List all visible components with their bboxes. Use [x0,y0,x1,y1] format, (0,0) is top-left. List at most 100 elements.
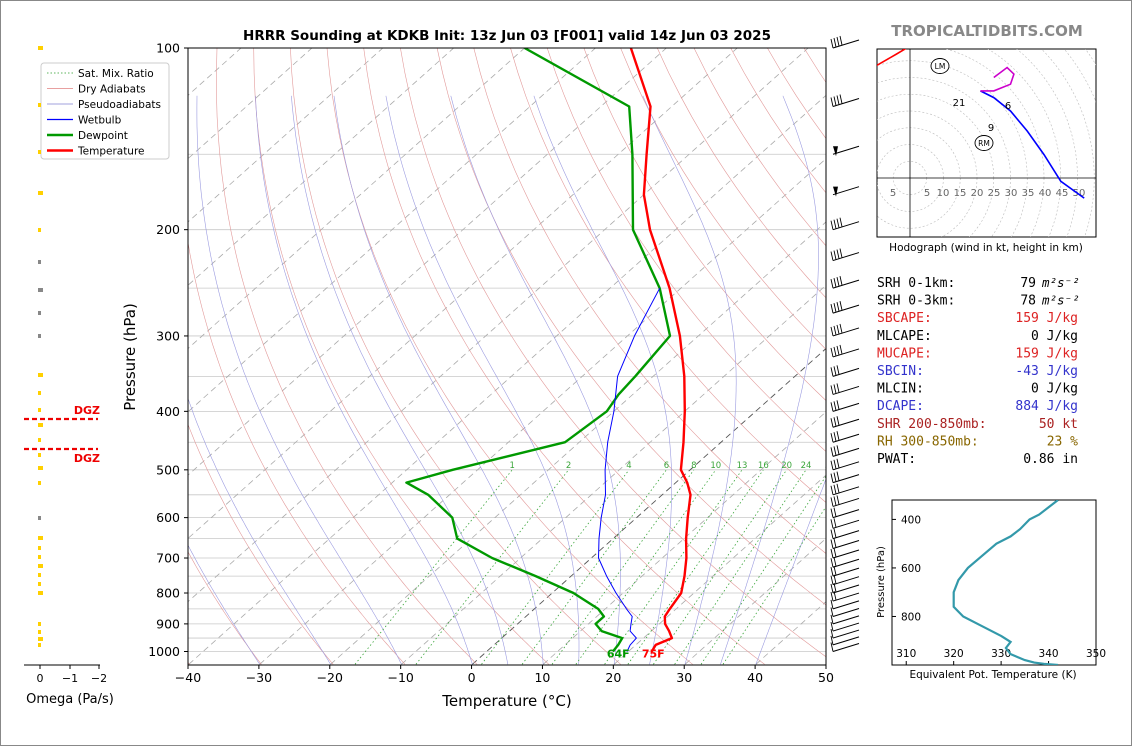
barb-flag [833,37,837,48]
index-value: 79 [1020,276,1036,291]
x-tick-label: −10 [387,670,413,685]
barb-flag [836,277,840,287]
mixing-ratio-line [674,469,807,665]
skewt-x-label: Temperature (°C) [441,692,571,710]
mixing-ratio-line [722,505,826,665]
barb-flag [830,607,834,617]
legend-label: Sat. Mix. Ratio [78,68,154,80]
moist-adiabat [533,95,672,665]
y-tick-label: 100 [156,41,180,56]
theta-e-frame [891,499,1097,666]
watermark: TROPICALTIDBITS.COM [891,22,1083,40]
index-label: SBCAPE: [877,311,932,326]
barb-shaft [832,497,860,507]
isotherm [330,221,826,665]
skewt-axes-frame [187,47,827,666]
x-tick-label: 30 [676,670,692,685]
theta-e-y-tick-label: 800 [901,611,921,623]
barb-flag [836,416,840,426]
mixing-ratio-line [575,469,717,665]
legend-label: Wetbulb [78,115,122,127]
wind-barb [830,248,860,262]
wind-barb [830,471,860,484]
omega-bar [38,103,41,107]
barb-flag [833,401,837,411]
theta-e-panel: 310 320 330 340 350 400 600 800 [891,499,1106,666]
wind-barb [830,621,860,632]
moist-adiabat [291,95,509,665]
mixing-ratio-label: 6 [664,461,669,471]
isotherm [542,411,826,665]
index-value: 0 J/kg [1031,329,1078,344]
skewt-y-label: Pressure (hPa) [121,303,139,411]
omega-bar [38,630,41,634]
barb-flag [830,497,834,507]
omega-tick-label: −2 [91,672,107,685]
barb-shaft [832,327,860,337]
barb-flag [833,528,837,538]
hodograph-height-label: 21 [953,98,966,109]
indices-table: SRH 0-1km: 79 m²s⁻² SRH 0-3km: 78 m²s⁻² SBCAPE… [877,275,1080,467]
barb-shaft [832,221,860,231]
barb-shaft [832,98,860,107]
barb-flag [830,326,834,337]
omega-bar [38,46,43,50]
wind-barb [830,365,860,377]
omega-bar [38,536,43,540]
barb-flag [830,614,834,624]
wind-barb [830,538,860,549]
barb-flag [830,558,834,568]
x-tick-label: −40 [175,670,201,685]
barb-flag [833,384,837,394]
wind-barb [830,614,860,625]
wind-barb [830,628,860,639]
barb-flag [836,345,840,356]
wind-barb [830,301,860,314]
theta-e-profile [952,500,1059,665]
barb-shaft [832,348,860,358]
moist-adiabat [755,478,826,665]
storm-motion-marker [930,58,950,74]
barb-flag [833,557,837,567]
barb-shaft [832,447,860,457]
index-value: 159 J/kg [1015,346,1078,361]
dgz-label: DGZ [74,404,100,417]
barb-flag [836,36,840,47]
wind-barb [830,566,860,577]
omega-bar [38,453,41,457]
omega-bar [38,637,43,641]
hodograph-trace [980,90,1085,199]
barb-flag [833,538,837,548]
mixing-ratio-lines: 1 2 4 6 8 10 13 16 20 24 30 36 [354,461,836,665]
mixing-ratio-line [653,469,787,665]
legend-label: Dewpoint [78,130,128,142]
barb-shaft [832,304,860,314]
omega-bar [38,423,43,427]
barb-shaft [832,540,860,549]
index-unit: m²s⁻² [1041,275,1080,290]
y-tick-label: 500 [156,462,180,477]
barb-shaft [832,279,860,289]
barb-flag [830,621,834,632]
barb-flag [836,383,840,393]
barb-flag [836,471,840,481]
omega-bar [38,643,41,647]
wind-barb [832,145,860,157]
moist-adiabat [720,95,819,665]
dry-adiabat [188,240,406,665]
mixing-ratio-label: 10 [710,461,721,471]
dgz-label: DGZ [74,452,100,465]
index-value: 23 % [1047,434,1078,449]
index-label: SBCIN: [877,364,924,379]
barb-shaft [832,643,860,652]
barb-shaft [832,576,860,586]
x-tick-label: 50 [818,670,834,685]
barb-shaft [832,530,860,540]
mixing-ratio-line [700,475,826,665]
mixing-ratio-label: 30 [825,461,836,471]
index-label: DCAPE: [877,399,924,414]
barb-flag [836,483,840,493]
x-tick-label: −20 [317,670,343,685]
